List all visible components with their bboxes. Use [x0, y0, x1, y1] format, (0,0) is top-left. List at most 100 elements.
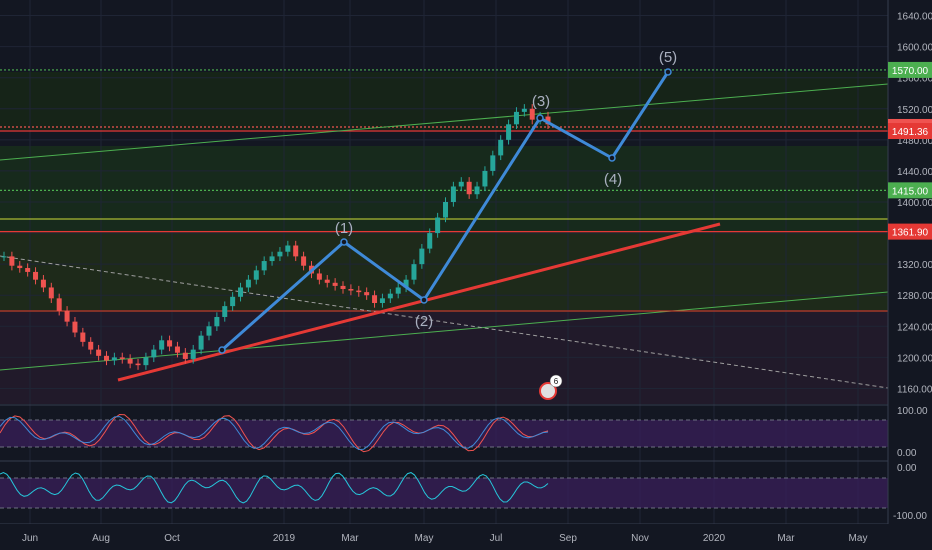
candle-body — [174, 346, 180, 353]
price-axis[interactable] — [888, 0, 932, 524]
candle-body — [96, 349, 102, 356]
price-level-label: 1361.90 — [892, 228, 929, 239]
price-tick: 1600.00 — [897, 43, 932, 54]
candle-body — [443, 202, 449, 218]
candle-body — [25, 268, 31, 272]
price-level-tag — [888, 61, 932, 78]
candle-body — [450, 186, 456, 202]
price-tick: 1560.00 — [897, 74, 932, 85]
time-tick: May — [415, 533, 434, 544]
candle-body — [466, 181, 472, 195]
event-badge[interactable]: 6 — [539, 374, 563, 400]
candle-body — [332, 282, 338, 286]
upper-channel-line — [0, 83, 889, 161]
candle-body — [253, 270, 259, 280]
price-tick: 1200.00 — [897, 353, 932, 364]
price-tick: 1280.00 — [897, 291, 932, 302]
price-tick: 1440.00 — [897, 167, 932, 178]
candle-body — [301, 256, 307, 266]
price-level-tag — [888, 223, 932, 240]
candle-body — [419, 248, 425, 265]
candle-body — [17, 265, 23, 269]
elliott-wave-path — [221, 71, 670, 352]
candle-body — [348, 289, 354, 291]
candle-body — [506, 124, 512, 140]
time-tick: 2019 — [273, 533, 296, 544]
candle-body — [1, 256, 7, 258]
candle-body — [285, 245, 291, 252]
time-axis[interactable] — [0, 524, 932, 550]
candle-body — [33, 271, 39, 280]
time-tick: May — [849, 533, 868, 544]
price-axis-labels: 1640.00 1600.00 1560.00 1520.00 1480.00 1440.… — [897, 12, 932, 396]
dashed-downtrend-line — [0, 255, 889, 389]
wave-label-3: (3) — [532, 93, 550, 110]
time-tick: Jul — [490, 533, 503, 544]
stoch-tick-100: 100.00 — [897, 406, 928, 417]
osc-tick-100: -100.00 — [893, 511, 927, 522]
candle-body — [230, 296, 236, 307]
candle-body — [513, 111, 519, 125]
wave-label-2: (2) — [415, 313, 433, 330]
time-tick: Sep — [559, 533, 577, 544]
candle-body — [356, 290, 362, 293]
candle-body — [545, 116, 551, 125]
flag-icon[interactable] — [539, 382, 557, 400]
candle-body — [198, 335, 204, 350]
wave-label-1: (1) — [335, 220, 353, 237]
wave-label-5: (5) — [659, 49, 677, 66]
price-candles — [1, 104, 551, 370]
zone-green-top — [0, 72, 888, 130]
time-tick: Mar — [777, 533, 795, 544]
time-tick: Jun — [22, 533, 38, 544]
candle-body — [151, 349, 157, 358]
price-levels — [0, 69, 888, 233]
candle-body — [482, 170, 488, 187]
candle-body — [103, 355, 109, 361]
candle-body — [395, 287, 401, 294]
candle-body — [269, 256, 275, 262]
time-axis-labels: Jun Aug Oct 2019 Mar May Jul Sep Nov 2020 Mar May — [22, 533, 868, 544]
candle-body — [293, 245, 299, 257]
zone-above-1570 — [0, 0, 888, 72]
candle-body — [340, 285, 346, 290]
osc-tick-0: 0.00 — [897, 463, 917, 474]
candle-body — [435, 217, 441, 234]
price-tick: 1520.00 — [897, 105, 932, 116]
price-level-tag — [888, 182, 932, 199]
candle-body — [261, 261, 267, 271]
price-level-label: 1570.00 — [892, 66, 929, 77]
stoch-k-line — [0, 413, 549, 453]
candle-body — [379, 298, 385, 303]
candle-body — [9, 256, 15, 266]
candle-body — [245, 279, 251, 288]
wave-label-4: (4) — [604, 171, 622, 188]
candle-body — [387, 293, 393, 299]
candle-body — [111, 357, 117, 361]
candle-body — [127, 358, 133, 364]
support-trendline — [117, 222, 721, 382]
price-tick: 1640.00 — [897, 12, 932, 23]
candle-body — [80, 332, 86, 342]
candle-body — [56, 298, 62, 311]
candle-body — [222, 306, 228, 317]
price-tick: 1480.00 — [897, 136, 932, 147]
candle-body — [474, 186, 480, 195]
candle-body — [64, 310, 70, 322]
candle-body — [324, 279, 330, 283]
candle-body — [403, 279, 409, 288]
candle-body — [498, 139, 504, 156]
candle-body — [411, 264, 417, 280]
time-tick: 2020 — [703, 533, 726, 544]
event-count: 6 — [554, 377, 559, 386]
time-tick: Aug — [92, 533, 110, 544]
candle-body — [206, 326, 212, 336]
price-level-tag — [888, 123, 932, 140]
price-tick: 1320.00 — [897, 260, 932, 271]
osc-band — [0, 478, 888, 508]
time-tick: Mar — [341, 533, 359, 544]
osc-line — [0, 471, 549, 504]
candle-body — [48, 287, 54, 299]
price-tick: 1400.00 — [897, 198, 932, 209]
